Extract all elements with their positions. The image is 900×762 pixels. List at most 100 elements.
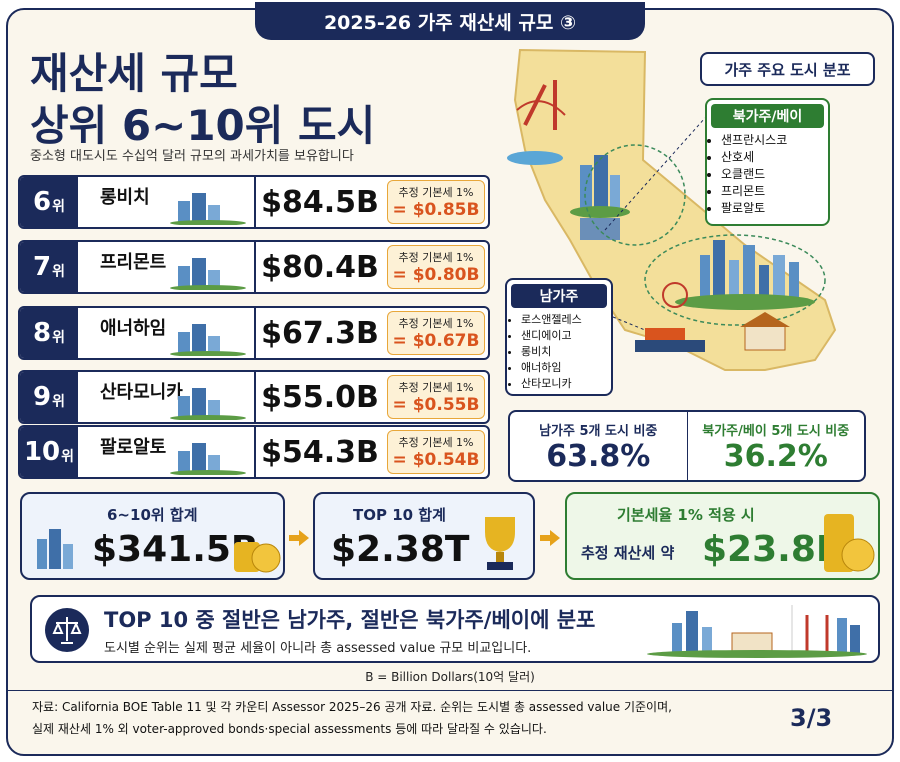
city-icon xyxy=(37,529,73,569)
city-item: 산타모니카 xyxy=(521,376,611,392)
city-name: 산타모니카 xyxy=(100,382,183,403)
city-illustration xyxy=(170,258,246,290)
ranking-row: 10 위 팔로알토 $54.3B 추정 기본세 1% = $0.54B xyxy=(18,425,490,479)
share-value: 36.2% xyxy=(723,439,828,474)
ranking-row: 7 위 프리몬트 $80.4B 추정 기본세 1% = $0.80B xyxy=(18,240,490,294)
building xyxy=(208,455,220,473)
city-name: 애너하임 xyxy=(100,318,167,339)
tax-value: = $0.85B xyxy=(392,200,480,220)
rank-suffix: 위 xyxy=(52,394,65,410)
city-name: 팔로알토 xyxy=(100,437,167,458)
skyline-icon xyxy=(647,605,867,658)
north-cities: 샌프란시스코산호세오클랜드프리몬트팔로알토 xyxy=(707,132,828,217)
scale-icon xyxy=(45,608,89,652)
city-item: 산호세 xyxy=(721,149,828,166)
rank-badge: 10 위 xyxy=(20,427,78,477)
south-cities: 로스앤젤레스샌디에이고롱비치애너하임산타모니카 xyxy=(507,312,611,392)
city-illustration xyxy=(170,193,246,225)
rank-suffix: 위 xyxy=(61,449,75,465)
city-illustration xyxy=(170,324,246,356)
rank-number: 7 xyxy=(33,252,52,282)
city-cell: 롱비치 xyxy=(78,177,256,227)
share-value: 63.8% xyxy=(546,439,651,474)
total-value: $341.5B xyxy=(92,529,259,570)
banner-text: 도시별 순위는 실제 평균 세율이 아니라 총 assessed value 규… xyxy=(104,641,532,656)
city-item: 샌프란시스코 xyxy=(721,132,828,149)
assessed-value: $54.3B xyxy=(261,434,379,470)
building xyxy=(192,324,206,354)
building xyxy=(178,201,190,223)
city-cell: 산타모니카 xyxy=(78,372,256,422)
header-tag: 2025-26 가주 재산세 규모 ③ xyxy=(255,2,645,40)
total-box: 6~10위 합계 $341.5B xyxy=(20,492,285,580)
rank-number: 10 xyxy=(23,437,61,467)
building xyxy=(178,451,190,473)
subtitle: 중소형 대도시도 수십억 달러 규모의 과세가치를 보유합니다 xyxy=(30,149,354,164)
city-item: 롱비치 xyxy=(521,344,611,360)
ground xyxy=(170,470,246,475)
building xyxy=(208,205,220,223)
tax-value: = $0.80B xyxy=(392,265,480,285)
building xyxy=(178,332,190,354)
building xyxy=(208,270,220,288)
north-legend: 북가주/베이 샌프란시스코산호세오클랜드프리몬트팔로알토 xyxy=(705,98,830,226)
building xyxy=(192,443,206,473)
ground xyxy=(170,351,246,356)
tax-value: = $0.55B xyxy=(392,395,480,415)
assessed-value: $80.4B xyxy=(261,249,379,285)
tax-label: 추정 기본세 1% xyxy=(398,186,474,199)
city-cell: 프리몬트 xyxy=(78,242,256,292)
assessed-value: $67.3B xyxy=(261,315,379,351)
assessed-value: $55.0B xyxy=(261,379,379,415)
rank-number: 8 xyxy=(33,318,52,348)
total-label: 6~10위 합계 xyxy=(107,506,198,524)
source-line: 실제 재산세 1% 외 voter-approved bonds·special… xyxy=(32,722,547,736)
ranking-row: 8 위 애너하임 $67.3B 추정 기본세 1% = $0.67B xyxy=(18,306,490,360)
building xyxy=(178,396,190,418)
assessed-value: $84.5B xyxy=(261,184,379,220)
source-line: 자료: California BOE Table 11 및 각 카운티 Asse… xyxy=(32,700,672,714)
tax-box: 추정 기본세 1% = $0.80B xyxy=(387,245,485,289)
tax-label: 추정 기본세 1% xyxy=(398,317,474,330)
total-prefix: 추정 재산세 약 xyxy=(581,544,675,562)
city-item: 오클랜드 xyxy=(721,166,828,183)
total-label: TOP 10 합계 xyxy=(353,506,446,524)
page-number: 3/3 xyxy=(790,704,833,732)
city-illustration xyxy=(170,443,246,475)
banner-title: TOP 10 중 절반은 남가주, 절반은 북가주/베이에 분포 xyxy=(104,608,596,632)
city-item: 프리몬트 xyxy=(721,183,828,200)
building xyxy=(178,266,190,288)
city-item: 샌디에이고 xyxy=(521,328,611,344)
tax-label: 추정 기본세 1% xyxy=(398,251,474,264)
tax-value: = $0.54B xyxy=(392,450,480,470)
tax-box: 추정 기본세 1% = $0.85B xyxy=(387,180,485,224)
unit-note: B = Billion Dollars(10억 달러) xyxy=(365,670,535,684)
map-title: 가주 주요 도시 분포 xyxy=(700,52,875,86)
building xyxy=(208,400,220,418)
city-name: 프리몬트 xyxy=(100,252,167,273)
total-value: $23.8B xyxy=(702,529,844,570)
coins-icon xyxy=(824,514,875,572)
tax-label: 추정 기본세 1% xyxy=(398,436,474,449)
ground xyxy=(170,285,246,290)
shares-box: 남가주 5개 도시 비중 63.8% 북가주/베이 5개 도시 비중 36.2% xyxy=(508,410,866,482)
ranking-row: 6 위 롱비치 $84.5B 추정 기본세 1% = $0.85B xyxy=(18,175,490,229)
banner: TOP 10 중 절반은 남가주, 절반은 북가주/베이에 분포 도시별 순위는… xyxy=(30,595,880,663)
city-cell: 팔로알토 xyxy=(78,427,256,477)
title-line: 재산세 규모 xyxy=(30,49,238,98)
city-illustration xyxy=(170,388,246,420)
share-south: 남가주 5개 도시 비중 63.8% xyxy=(510,412,688,480)
building xyxy=(192,388,206,418)
arrow xyxy=(540,530,560,546)
total-box: TOP 10 합계 $2.38T xyxy=(313,492,535,580)
ground xyxy=(170,220,246,225)
rank-number: 6 xyxy=(33,187,52,217)
rank-suffix: 위 xyxy=(52,330,65,346)
share-label: 남가주 5개 도시 비중 xyxy=(539,424,658,439)
share-north: 북가주/베이 5개 도시 비중 36.2% xyxy=(688,412,865,480)
south-title: 남가주 xyxy=(511,284,607,308)
tax-box: 추정 기본세 1% = $0.54B xyxy=(387,430,485,474)
